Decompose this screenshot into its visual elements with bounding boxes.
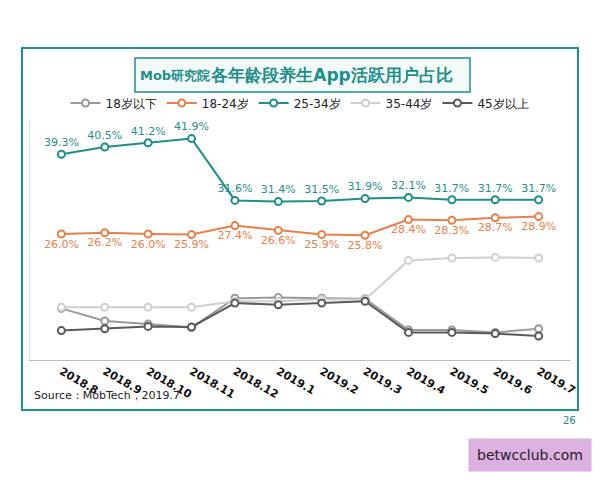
svg-text:2019.7: 2019.7	[534, 365, 577, 397]
svg-text:41.2%: 41.2%	[131, 125, 166, 138]
svg-text:45岁以上: 45岁以上	[477, 97, 528, 111]
svg-text:2019.3: 2019.3	[361, 365, 404, 397]
svg-text:40.5%: 40.5%	[87, 129, 122, 142]
svg-text:28.3%: 28.3%	[434, 224, 469, 237]
svg-text:31.5%: 31.5%	[304, 183, 339, 196]
svg-text:25.9%: 25.9%	[174, 238, 209, 251]
svg-text:2019.4: 2019.4	[404, 365, 448, 398]
svg-text:2018.12: 2018.12	[231, 365, 281, 401]
svg-text:31.4%: 31.4%	[261, 183, 296, 196]
svg-text:26.0%: 26.0%	[131, 238, 166, 251]
svg-text:26.2%: 26.2%	[87, 236, 122, 249]
svg-text:31.9%: 31.9%	[348, 180, 383, 193]
svg-text:31.7%: 31.7%	[478, 182, 513, 195]
svg-text:2018.8: 2018.8	[57, 365, 100, 397]
svg-text:27.4%: 27.4%	[217, 229, 252, 242]
svg-text:32.1%: 32.1%	[391, 179, 426, 192]
svg-text:2019.5: 2019.5	[448, 365, 491, 397]
svg-text:betwcclub.com: betwcclub.com	[477, 447, 583, 463]
svg-text:41.9%: 41.9%	[174, 120, 209, 133]
svg-text:35-44岁: 35-44岁	[386, 97, 433, 111]
svg-text:18岁以下: 18岁以下	[106, 97, 157, 111]
svg-text:26.6%: 26.6%	[261, 234, 296, 247]
svg-text:25.9%: 25.9%	[304, 238, 339, 251]
svg-text:2019.1: 2019.1	[274, 365, 317, 397]
svg-text:39.3%: 39.3%	[44, 136, 79, 149]
svg-text:31.7%: 31.7%	[434, 182, 469, 195]
svg-text:25-34岁: 25-34岁	[294, 97, 341, 111]
svg-text:2018.11: 2018.11	[187, 365, 237, 401]
svg-text:2019.6: 2019.6	[491, 365, 535, 398]
svg-text:2018.10: 2018.10	[144, 365, 194, 401]
svg-text:各年龄段养生App活跃用户占比: 各年龄段养生App活跃用户占比	[210, 65, 453, 85]
svg-text:18-24岁: 18-24岁	[202, 97, 249, 111]
svg-text:2018.9: 2018.9	[101, 365, 144, 397]
svg-text:28.4%: 28.4%	[391, 223, 426, 236]
svg-text:28.7%: 28.7%	[478, 221, 513, 234]
svg-text:Mob研究院: Mob研究院	[140, 68, 210, 83]
svg-text:31.7%: 31.7%	[521, 182, 556, 195]
svg-text:25.8%: 25.8%	[348, 239, 383, 252]
svg-text:28.9%: 28.9%	[521, 220, 556, 233]
svg-text:Source：MobTech，2019.7: Source：MobTech，2019.7	[34, 389, 180, 402]
svg-text:26: 26	[563, 415, 576, 426]
svg-text:31.6%: 31.6%	[217, 182, 252, 195]
svg-text:2019.2: 2019.2	[317, 365, 360, 397]
svg-text:26.0%: 26.0%	[44, 238, 79, 251]
